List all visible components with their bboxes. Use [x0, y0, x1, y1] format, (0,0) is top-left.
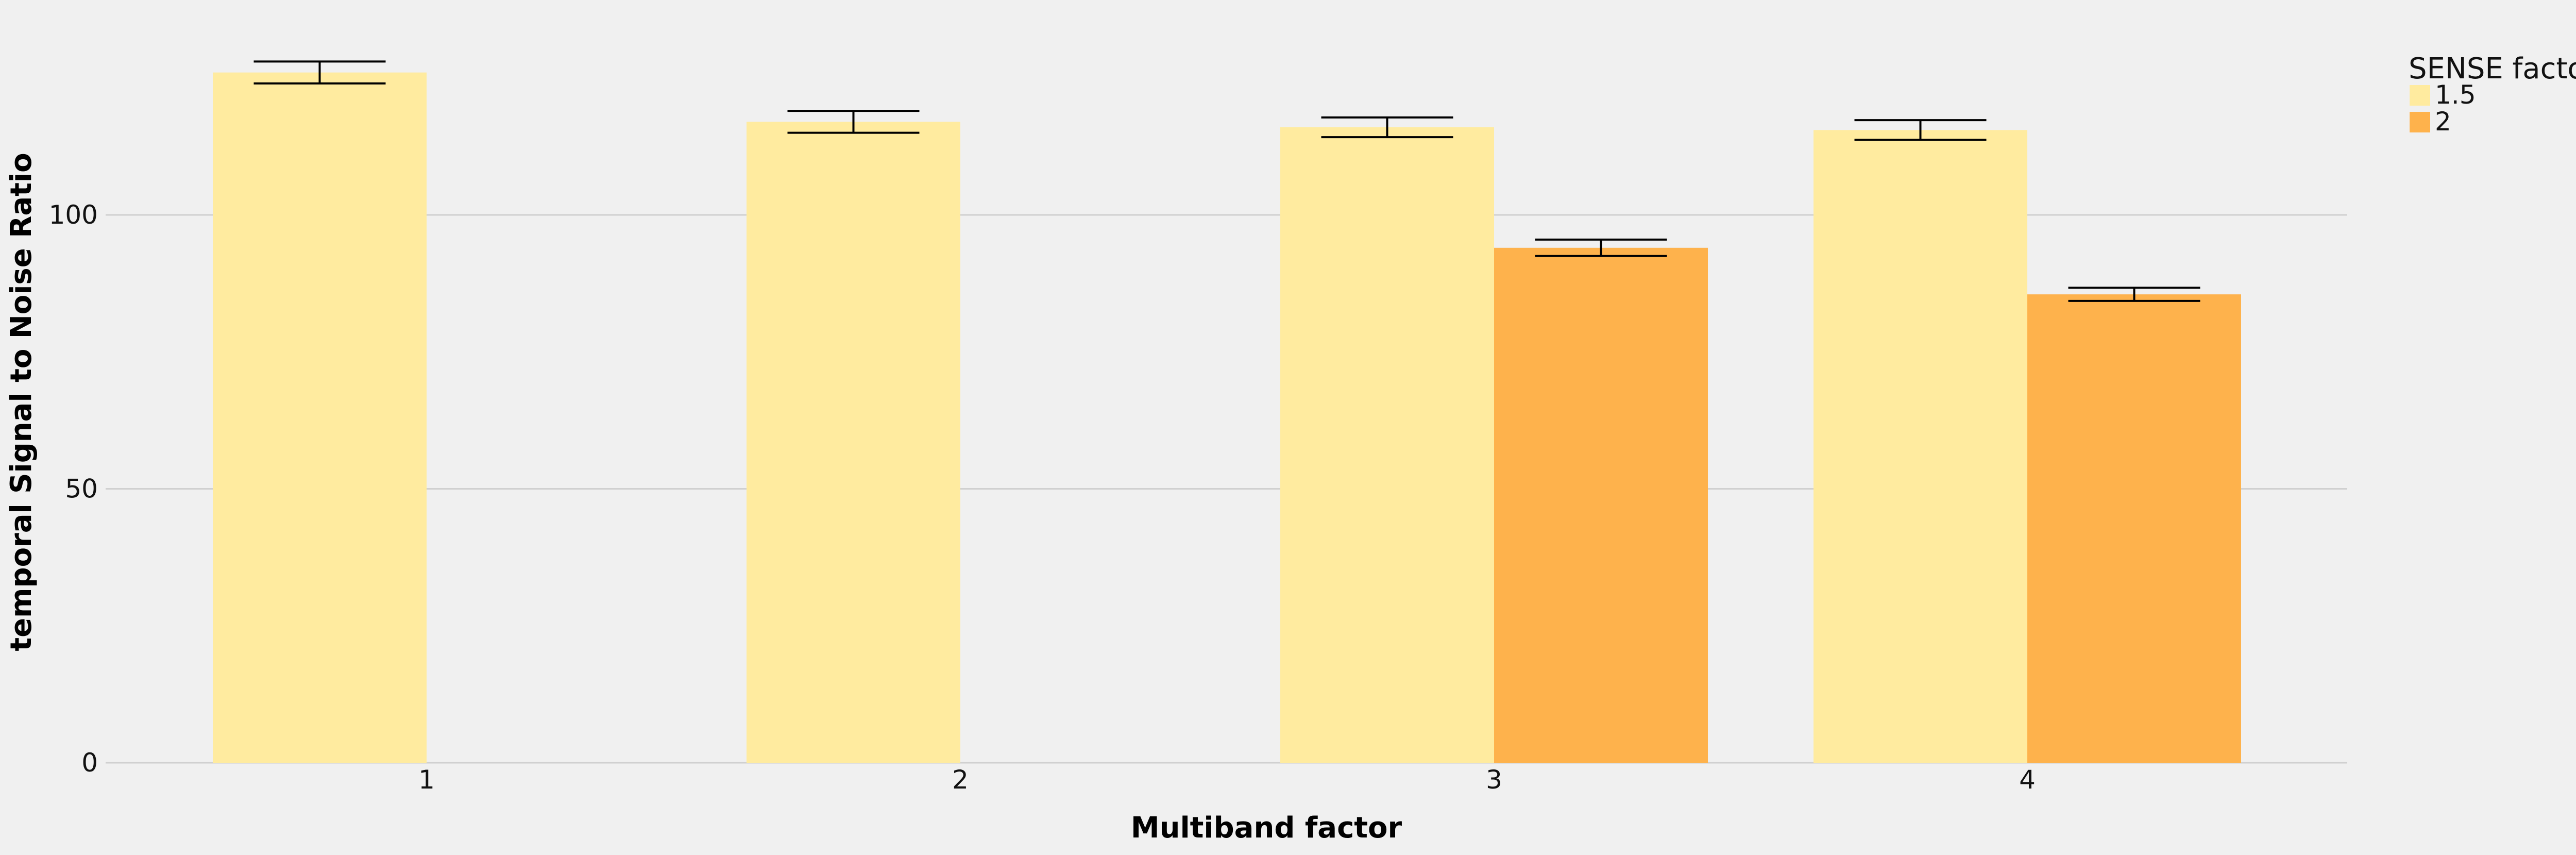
- bar: [1280, 127, 1494, 763]
- error-bar: [1321, 116, 1453, 139]
- y-tick-labels: 0 50 100: [49, 200, 98, 778]
- x-tick-label: 3: [1486, 765, 1502, 795]
- bar: [1814, 130, 2027, 763]
- error-bars: [253, 60, 2200, 302]
- legend-swatch: [2410, 85, 2430, 106]
- x-tick-label: 1: [418, 765, 435, 795]
- error-bar: [787, 110, 920, 134]
- bar: [1494, 247, 1708, 763]
- y-axis-title: temporal Signal to Noise Ratio: [5, 153, 38, 651]
- x-axis-title: Multiband factor: [1131, 811, 1402, 845]
- legend-title: SENSE factor: [2409, 52, 2576, 86]
- legend-label: 2: [2435, 107, 2451, 137]
- legend-swatch: [2410, 112, 2430, 132]
- error-bar: [253, 60, 386, 85]
- y-tick-label: 0: [81, 748, 98, 778]
- error-bar: [1854, 119, 1987, 141]
- bar: [2027, 294, 2241, 763]
- x-tick-label: 4: [2019, 765, 2036, 795]
- x-tick-labels: 1 2 3 4: [418, 765, 2036, 795]
- error-bar: [1535, 238, 1667, 257]
- bars: [213, 72, 2241, 763]
- bar: [213, 72, 427, 763]
- y-tick-label: 100: [49, 200, 98, 230]
- error-bar: [2068, 287, 2200, 302]
- legend: SENSE factor 1.52: [2409, 52, 2576, 137]
- x-tick-label: 2: [952, 765, 969, 795]
- bar: [747, 122, 960, 763]
- y-tick-label: 50: [65, 474, 98, 504]
- legend-label: 1.5: [2435, 80, 2476, 110]
